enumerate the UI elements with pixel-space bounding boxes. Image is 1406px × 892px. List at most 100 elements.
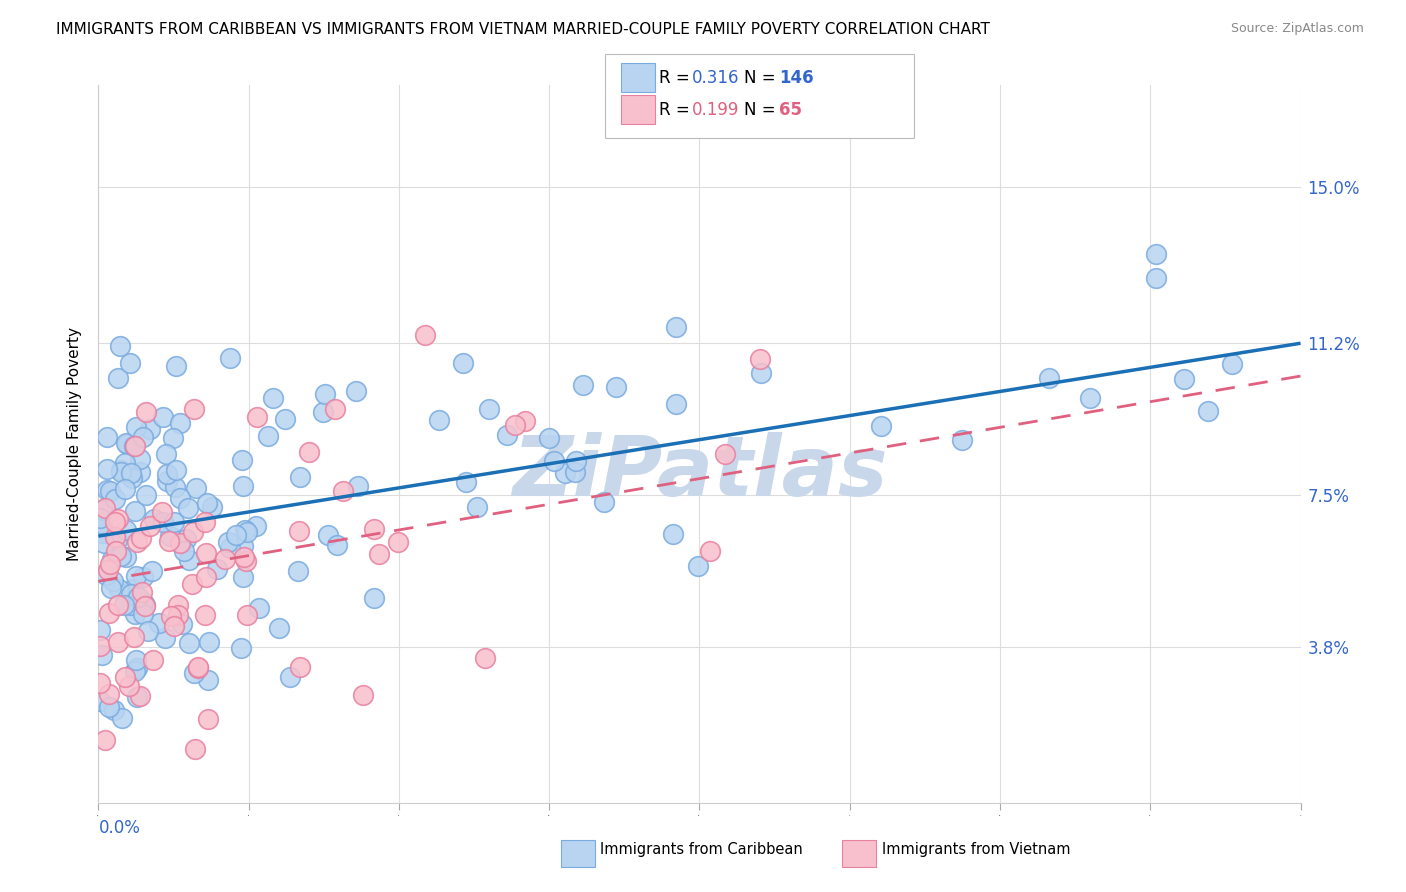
Point [97,687,120,701]
Text: 0.0%: 0.0% [98,819,141,837]
Point [1144,271,1167,285]
Point [287,564,309,578]
Point [142,512,165,526]
Point [114,524,136,538]
Point [125,420,148,434]
Point [159,608,181,623]
Point [169,491,191,506]
Point [125,690,148,705]
Point [162,431,184,445]
Point [122,439,145,453]
Point [115,436,138,450]
Point [167,598,190,612]
Point [232,570,254,584]
Point [141,564,163,578]
Point [89,639,111,653]
Point [1078,391,1101,405]
Point [132,595,155,609]
Point [665,320,688,334]
Point [135,405,157,419]
Point [503,418,526,433]
Point [347,478,370,492]
Point [181,577,204,591]
Point [108,339,131,353]
Point [114,482,136,496]
Point [363,522,385,536]
Point [128,689,150,703]
Point [197,673,219,688]
Point [179,553,201,567]
Point [231,452,253,467]
Text: 146: 146 [779,69,814,87]
Point [124,439,146,453]
Point [111,710,134,724]
Point [298,445,321,459]
Point [187,660,209,674]
Point [120,467,142,481]
Point [98,699,121,714]
Point [129,531,152,545]
Point [870,418,893,433]
Point [478,401,501,416]
Point [94,500,117,515]
Point [194,546,217,560]
Point [173,544,195,558]
Point [163,515,186,529]
Point [467,500,489,514]
Point [132,607,155,621]
Point [312,405,335,419]
Point [184,741,207,756]
Point [110,462,132,476]
Text: R =: R = [659,101,696,119]
Point [91,503,114,517]
Point [229,641,252,656]
Point [159,529,181,543]
Point [125,534,148,549]
Point [135,488,157,502]
Point [105,543,128,558]
Point [181,525,204,540]
Point [89,623,111,637]
Point [572,378,595,392]
Point [127,661,149,675]
Point [93,536,115,550]
Point [543,454,565,468]
Point [96,461,118,475]
Point [127,591,149,605]
Point [150,505,173,519]
Point [214,551,236,566]
Point [236,608,259,623]
Point [170,617,193,632]
Point [107,371,129,385]
Point [142,653,165,667]
Point [665,397,688,411]
Point [94,733,117,747]
Point [117,437,139,451]
Point [225,527,247,541]
Point [105,533,128,547]
Point [103,703,125,717]
Point [593,495,616,509]
Point [538,431,561,445]
Point [156,474,179,488]
Point [129,451,152,466]
Point [101,574,124,588]
Point [246,410,269,425]
Point [124,664,146,678]
Point [91,526,114,541]
Point [235,525,257,540]
Point [287,524,309,538]
Point [332,483,354,498]
Point [155,447,177,461]
Point [217,535,239,549]
Point [118,679,141,693]
Point [1144,247,1167,261]
Text: 0.316: 0.316 [692,69,740,87]
Point [107,598,129,612]
Point [124,504,146,518]
Point [686,559,709,574]
Point [128,597,150,611]
Point [169,536,191,550]
Point [163,480,186,494]
Point [280,670,302,684]
